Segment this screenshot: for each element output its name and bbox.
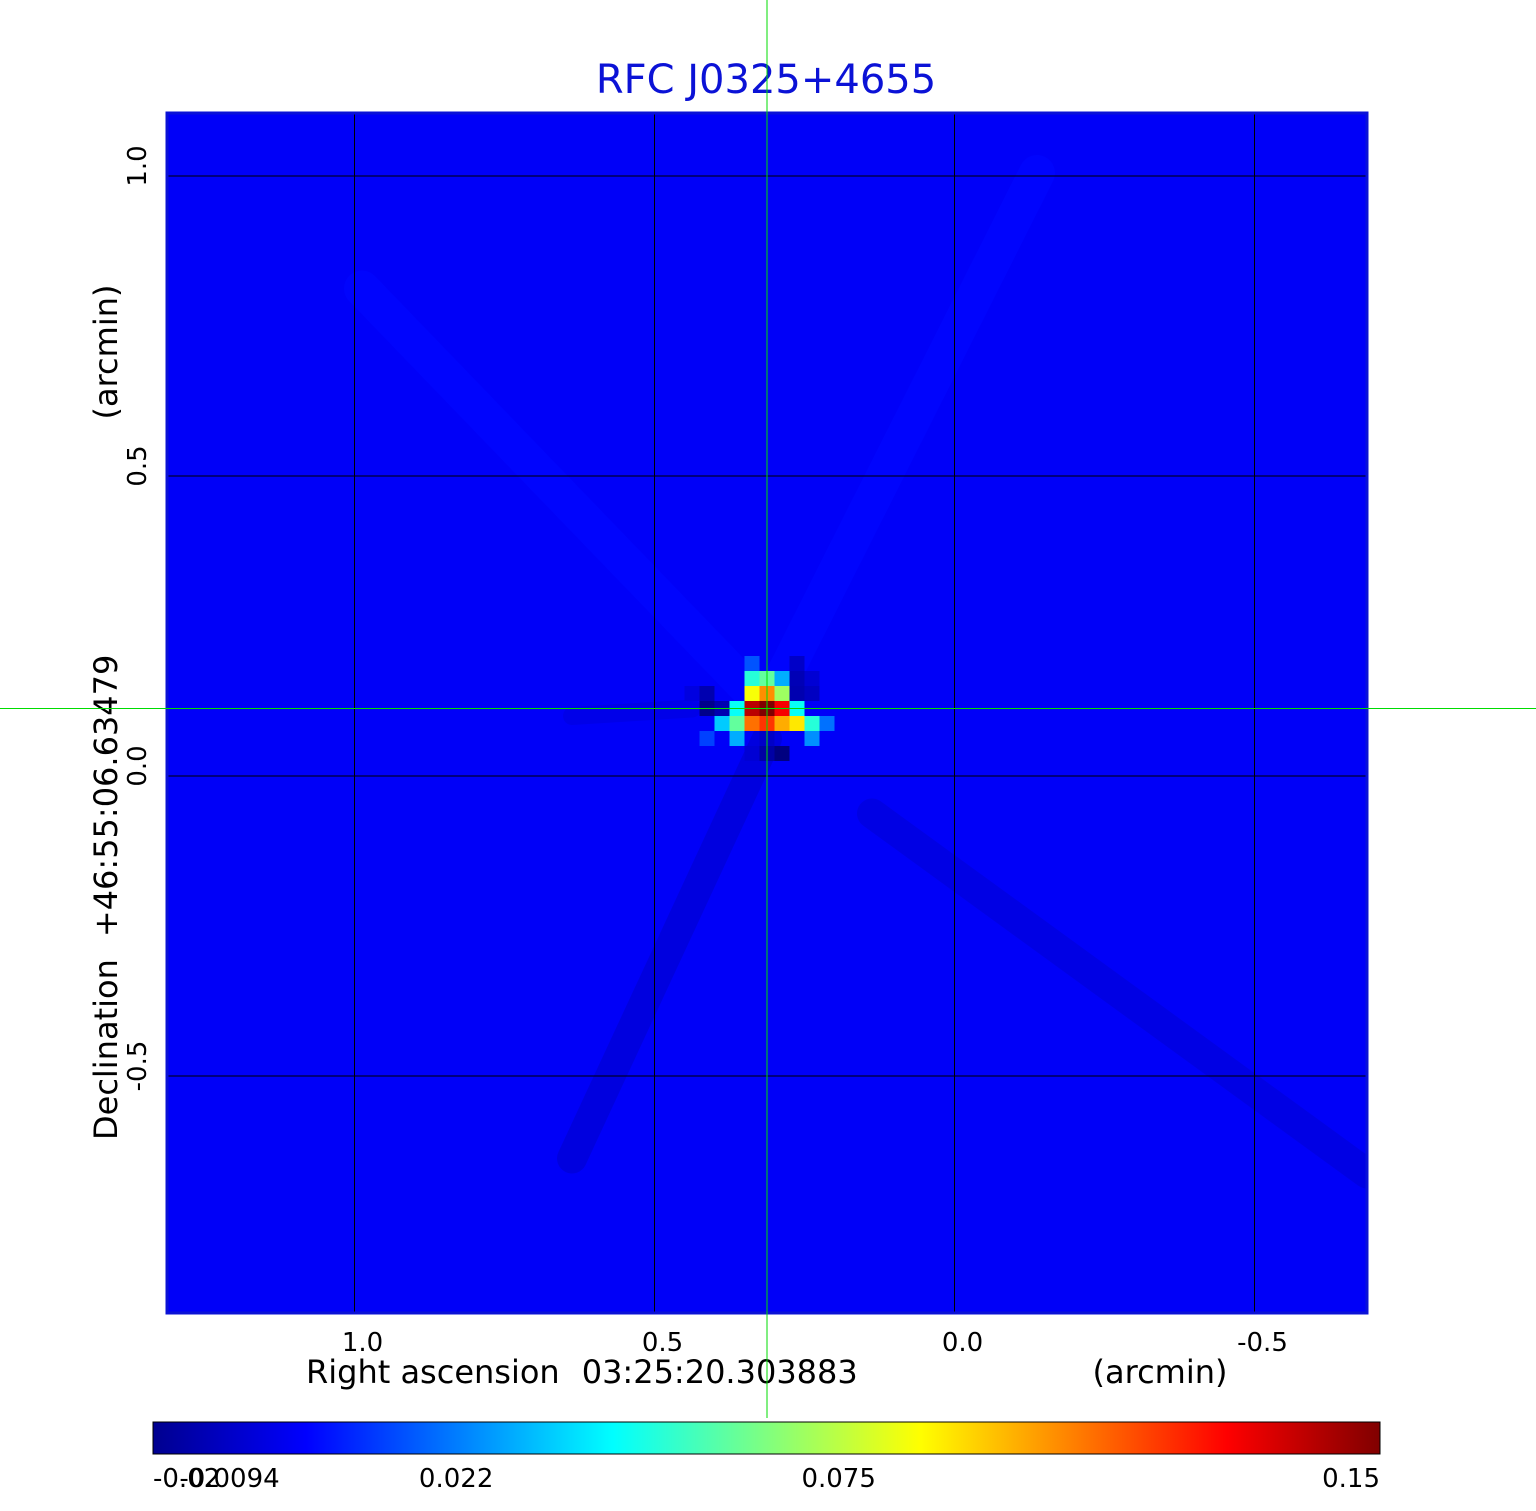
streak: [749, 155, 1055, 727]
colorbar-tick-label: 0.022: [419, 1464, 493, 1494]
image-pixel: [774, 671, 790, 686]
image-pixel: [804, 716, 820, 731]
x-tick-label: 0.5: [642, 1328, 683, 1358]
colorbar-tick-label: 0.15: [1322, 1464, 1380, 1494]
image-pixel: [729, 731, 745, 746]
image-pixel: [789, 716, 805, 731]
crosshair: [0, 0, 1536, 1418]
colorbar-tick-label: -0.02: [153, 1464, 220, 1494]
colorbar: -0.02-0.0094 0.022 0.075 0.15: [152, 1421, 1381, 1494]
y-tick-label: 1.0: [123, 145, 153, 186]
y-axis-name: Declination: [87, 959, 125, 1140]
x-tick-label: -0.5: [1237, 1328, 1288, 1358]
y-axis-label: Declination +46:55:06.63479: [87, 655, 125, 1140]
image-pixel: [744, 716, 760, 731]
image-pixel: [714, 716, 730, 731]
image-pixel: [774, 686, 790, 701]
image-pixel: [774, 746, 790, 761]
x-axis-name: Right ascension: [306, 1353, 560, 1391]
y-tick-label: 0.0: [123, 745, 153, 786]
colorbar-ticks: -0.02-0.0094 0.022 0.075 0.15: [153, 1464, 1380, 1494]
colorbar-tick-label: -0.0094: [179, 1464, 279, 1494]
image-pixel: [744, 686, 760, 701]
image-pixel: [789, 671, 805, 686]
image-pixel: [729, 716, 745, 731]
image-pixel: [699, 686, 715, 701]
y-tick-label: -0.5: [123, 1041, 153, 1092]
x-axis-center: 03:25:20.303883: [582, 1353, 858, 1391]
image-pixel: [774, 716, 790, 731]
y-tick-label: 0.5: [123, 445, 153, 486]
image-pixel: [804, 686, 820, 701]
image-pixel: [744, 671, 760, 686]
image-pixel: [744, 656, 760, 671]
colorbar-gradient: [153, 1422, 1380, 1454]
x-axis-label: Right ascension 03:25:20.303883: [306, 1353, 858, 1391]
y-tick-labels: 1.0 0.5 0.0 -0.5: [123, 145, 153, 1091]
streak: [557, 723, 782, 1174]
image-pixel: [699, 731, 715, 746]
streak: [344, 270, 785, 727]
chart-title: RFC J0325+4655: [596, 57, 936, 103]
image-pixel: [744, 746, 760, 761]
x-tick-labels: 1.0 0.5 0.0 -0.5: [342, 1328, 1288, 1358]
streak: [563, 699, 701, 725]
colorbar-frame: [152, 1421, 1381, 1455]
image-pixel: [789, 686, 805, 701]
image-pixel: [684, 686, 700, 701]
x-tick-label: 0.0: [942, 1328, 983, 1358]
colorbar-tick-label: 0.075: [801, 1464, 875, 1494]
x-axis-unit: (arcmin): [1093, 1353, 1228, 1391]
y-axis-unit: (arcmin): [87, 285, 125, 420]
x-tick-label: 1.0: [342, 1328, 383, 1358]
image-pixel: [819, 716, 835, 731]
image-pixel: [804, 671, 820, 686]
image-pixel: [789, 656, 805, 671]
y-axis-center: +46:55:06.63479: [87, 655, 125, 938]
image-pixel: [804, 731, 820, 746]
